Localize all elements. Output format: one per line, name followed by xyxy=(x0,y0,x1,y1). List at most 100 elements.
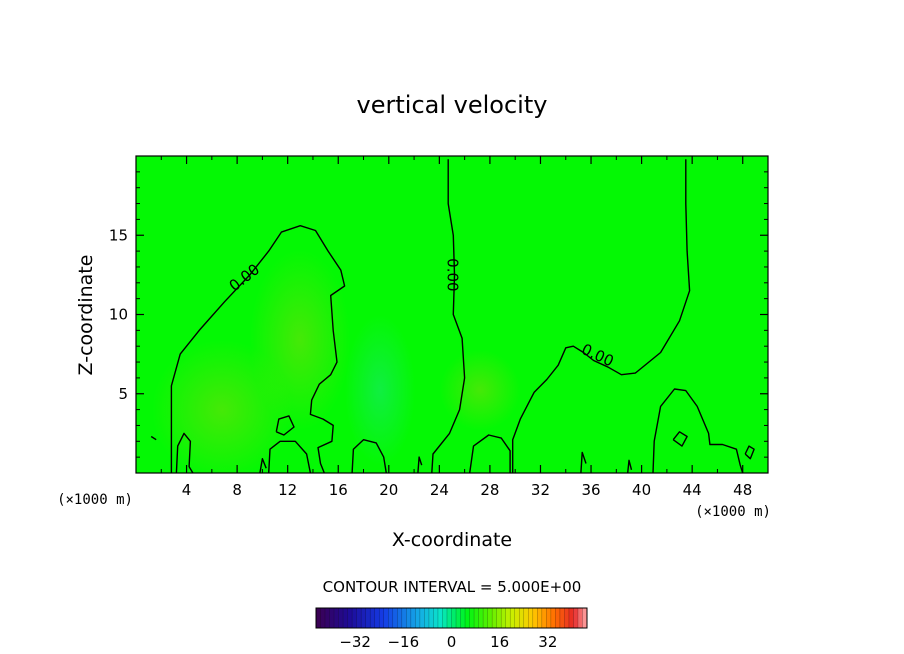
colorbar-swatch xyxy=(433,608,439,628)
colorbar-swatch xyxy=(492,608,497,628)
colorbar-swatch xyxy=(541,608,547,628)
colorbar-swatch xyxy=(428,608,434,628)
y-tick-label: 15 xyxy=(109,226,128,244)
colorbar-swatch xyxy=(478,608,484,628)
colorbar-swatch xyxy=(392,608,398,628)
colorbar-swatch xyxy=(577,608,583,628)
colorbar-swatch xyxy=(501,608,506,628)
colorbar-tick-label: 0 xyxy=(447,633,457,651)
contour-line xyxy=(431,159,466,473)
contour-line xyxy=(652,388,744,473)
colorbar-swatch xyxy=(510,608,516,628)
colorbar-swatch xyxy=(582,608,588,628)
plot-area: 0.00 0.000.00 xyxy=(136,156,768,473)
colorbar-swatch xyxy=(379,608,385,628)
colorbar-swatch xyxy=(532,608,538,628)
contour-line xyxy=(580,451,587,473)
colorbar-swatch xyxy=(537,608,543,628)
colorbar-swatch xyxy=(383,608,389,628)
contour-lines xyxy=(150,159,755,473)
colorbar-swatch xyxy=(437,608,443,628)
cool-patch xyxy=(345,315,415,465)
colorbar-swatch xyxy=(419,608,425,628)
contour-line xyxy=(672,431,688,447)
colorbar-swatch xyxy=(451,608,457,628)
colorbar-swatch xyxy=(559,608,565,628)
y-axis-label: Z-coordinate xyxy=(75,255,97,376)
colorbar-swatch xyxy=(487,608,493,628)
colorbar-ticks: −32 −16 0 16 32 xyxy=(339,633,557,651)
colorbar-swatch xyxy=(370,608,376,628)
colorbar-swatch xyxy=(352,608,357,628)
colorbar-swatch xyxy=(325,608,330,628)
x-tick-label: 4 xyxy=(182,481,192,499)
colorbar-tick-label: 16 xyxy=(490,633,509,651)
x-tick-label: 44 xyxy=(683,481,702,499)
colorbar-swatch xyxy=(410,608,416,628)
colorbar-swatch xyxy=(343,608,348,628)
colorbar-swatch xyxy=(474,608,479,628)
x-unit-right: (×1000 m) xyxy=(695,504,771,520)
x-tick-label: 40 xyxy=(632,481,651,499)
contour-line xyxy=(351,439,387,473)
colorbar-swatch xyxy=(401,608,407,628)
colorbar-swatch xyxy=(496,608,502,628)
colorbar-tick-label: −16 xyxy=(387,633,419,651)
colorbar-swatch xyxy=(329,608,335,628)
colorbar-swatch xyxy=(316,608,321,628)
colorbar-swatch xyxy=(469,608,475,628)
x-axis-ticks: 4 8 12 16 20 24 28 32 36 40 44 48 xyxy=(160,156,752,499)
colorbar-swatch xyxy=(374,608,380,628)
contour-label: 0.00 xyxy=(444,258,462,291)
colorbar-swatch xyxy=(523,608,529,628)
x-tick-label: 20 xyxy=(379,481,398,499)
y-tick-label: 10 xyxy=(109,306,128,324)
colorbar-frame xyxy=(315,607,588,629)
x-tick-label: 8 xyxy=(232,481,242,499)
colorbar-swatch xyxy=(483,608,488,628)
contour-line xyxy=(469,434,511,473)
colorbar-swatch xyxy=(356,608,362,628)
colorbar-swatch xyxy=(568,608,574,628)
colorbar-swatch xyxy=(555,608,561,628)
warm-patch xyxy=(440,350,520,430)
colorbar-swatch xyxy=(546,608,552,628)
colorbar xyxy=(315,607,588,629)
colorbar-tick-label: 32 xyxy=(538,633,557,651)
colorbar-swatch xyxy=(519,608,525,628)
colorbar-swatch xyxy=(424,608,430,628)
colorbar-swatch xyxy=(365,608,371,628)
colorbar-swatch xyxy=(347,608,353,628)
colorbar-swatch xyxy=(361,608,366,628)
chart-title: vertical velocity xyxy=(357,91,548,119)
contour-line xyxy=(170,225,346,473)
x-unit-left: (×1000 m) xyxy=(57,492,133,508)
colorbar-swatch xyxy=(334,608,339,628)
colorbar-swatch xyxy=(415,608,421,628)
contour-line xyxy=(512,159,691,473)
colorbar-swatch xyxy=(550,608,556,628)
colorbar-swatch xyxy=(460,608,466,628)
colorbar-swatch xyxy=(465,608,470,628)
colorbar-swatch xyxy=(528,608,534,628)
colorbar-swatch xyxy=(514,608,520,628)
colorbar-swatch xyxy=(320,608,326,628)
contour-line xyxy=(175,432,194,473)
colorbar-tick-label: −32 xyxy=(339,633,371,651)
contour-line xyxy=(417,456,423,473)
colorbar-swatch xyxy=(442,608,448,628)
colorbar-swatch xyxy=(397,608,403,628)
colorbar-swatch xyxy=(456,608,461,628)
x-tick-label: 48 xyxy=(733,481,752,499)
contour-line xyxy=(150,435,157,441)
y-tick-label: 5 xyxy=(118,385,128,403)
x-tick-label: 16 xyxy=(329,481,348,499)
colorbar-swatch xyxy=(564,608,570,628)
contour-interval-label: CONTOUR INTERVAL = 5.000E+00 xyxy=(323,578,582,596)
colorbar-swatch xyxy=(406,608,412,628)
x-tick-label: 28 xyxy=(480,481,499,499)
colorbar-swatch xyxy=(446,608,452,628)
contour-line xyxy=(268,440,312,473)
colorbar-swatch xyxy=(388,608,394,628)
colorbar-swatch xyxy=(573,608,579,628)
